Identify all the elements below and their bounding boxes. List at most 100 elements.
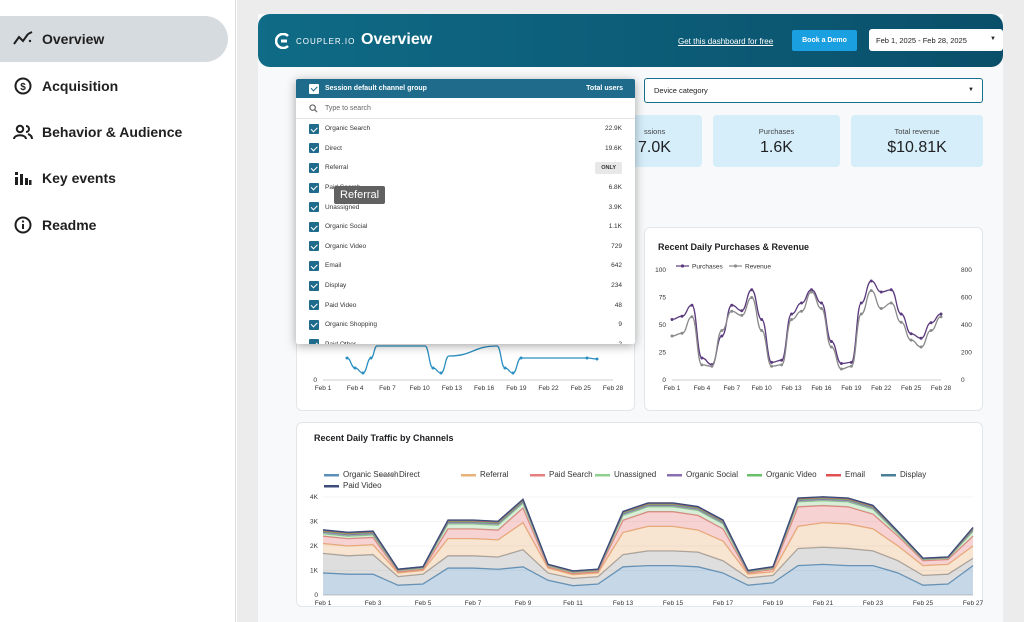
x-tick-label: Feb 25 [901, 385, 922, 392]
option-label: Paid Other [325, 341, 356, 344]
y-tick-label: 4K [310, 494, 319, 501]
option-checkbox[interactable] [309, 260, 319, 271]
data-point [780, 358, 784, 362]
option-checkbox[interactable] [309, 202, 319, 213]
sidebar-item-overview[interactable]: Overview [0, 16, 228, 62]
option-value: 48 [614, 301, 622, 309]
option-checkbox[interactable] [309, 221, 319, 232]
x-tick-label: Feb 7 [379, 385, 396, 392]
total-users-label: Total users [586, 85, 623, 92]
y-tick-label: 1K [310, 568, 319, 575]
date-range-selector[interactable]: Feb 1, 2025 - Feb 28, 2025 ▼ [869, 29, 1003, 51]
option-value: 234 [611, 282, 622, 290]
logo-text: COUPLER.IO [296, 36, 356, 46]
option-checkbox[interactable] [309, 300, 319, 311]
date-range-value: Feb 1, 2025 - Feb 28, 2025 [876, 35, 967, 45]
dropdown-option[interactable]: Organic Social 1.1K [296, 217, 635, 237]
legend-swatch [595, 474, 610, 477]
dropdown-option[interactable]: Email 642 [296, 256, 635, 276]
x-tick-label: Feb 21 [813, 600, 834, 607]
option-value: 19.6K [605, 144, 622, 152]
x-tick-label: Feb 16 [811, 385, 832, 392]
sessions-line [346, 345, 598, 374]
coupler-logo-icon [275, 33, 289, 49]
get-dashboard-link[interactable]: Get this dashboard for free [678, 37, 774, 46]
option-checkbox[interactable] [309, 123, 319, 134]
sidebar-item-acquisition[interactable]: $ Acquisition [0, 63, 228, 109]
data-point [690, 303, 694, 307]
dropdown-header-label: Session default channel group [325, 85, 427, 92]
data-point [511, 371, 515, 375]
option-checkbox[interactable] [309, 339, 319, 344]
option-checkbox[interactable] [309, 162, 319, 173]
x-tick-label: Feb 7 [465, 600, 482, 607]
x-tick-label: Feb 10 [752, 385, 773, 392]
y-tick-label: 50 [659, 322, 667, 329]
y-tick-label: 0 [961, 377, 965, 384]
y-tick-label: 75 [659, 295, 667, 302]
device-category-filter[interactable]: Device category ▼ [644, 78, 983, 103]
data-point [809, 288, 813, 292]
option-checkbox[interactable] [309, 143, 319, 154]
x-tick-label: Feb 27 [963, 600, 984, 607]
kpi-revenue: Total revenue $10.81K [851, 115, 983, 167]
option-value: 9 [618, 321, 622, 329]
kpi-value: $10.81K [887, 139, 947, 156]
option-checkbox[interactable] [309, 182, 319, 193]
dollar-circle-icon: $ [12, 75, 34, 97]
traffic-channels-chart: 0 1K 2K 3K 4K Feb 1 Feb 3 Feb 5 Feb 7 Feb 9 Feb 11… [310, 470, 984, 607]
select-all-checkbox[interactable] [309, 83, 319, 94]
data-point [439, 371, 443, 375]
search-placeholder: Type to search [325, 104, 371, 112]
x-tick-label: Feb 25 [571, 385, 592, 392]
data-point [595, 357, 599, 361]
dropdown-option[interactable]: Direct 19.6K [296, 139, 635, 159]
dropdown-option[interactable]: Referral ONLY [296, 158, 635, 178]
dropdown-option[interactable]: Organic Shopping 9 [296, 315, 635, 335]
dropdown-search[interactable]: Type to search [296, 98, 635, 119]
data-point [730, 303, 734, 307]
data-point [353, 366, 357, 370]
only-button[interactable]: ONLY [595, 161, 622, 174]
data-point [819, 301, 823, 305]
data-point [519, 356, 523, 360]
option-checkbox[interactable] [309, 319, 319, 330]
legend-label: Organic Social [686, 470, 738, 479]
option-checkbox[interactable] [309, 241, 319, 252]
data-point [829, 345, 833, 349]
dropdown-option[interactable]: Organic Search 22.9K [296, 119, 635, 139]
option-label: Organic Search [325, 125, 371, 133]
dropdown-option[interactable]: Display 234 [296, 276, 635, 296]
traffic-channels-card: Recent Daily Traffic by Channels 0 1K 2K 3K… [296, 422, 983, 607]
x-tick-label: Feb 1 [315, 385, 332, 392]
dropdown-option[interactable]: Paid Video 48 [296, 295, 635, 315]
series-line-revenue [671, 289, 942, 370]
data-point [839, 367, 843, 371]
search-icon [309, 103, 318, 113]
x-tick-label: Feb 22 [871, 385, 892, 392]
sidebar-item-behavior[interactable]: Behavior & Audience [0, 109, 228, 155]
x-tick-label: Feb 9 [515, 600, 532, 607]
book-demo-button[interactable]: Book a Demo [792, 30, 857, 51]
data-point [345, 356, 349, 360]
sidebar-item-label: Acquisition [42, 78, 119, 94]
x-tick-label: Feb 25 [913, 600, 934, 607]
data-point [740, 309, 744, 313]
data-point [829, 340, 833, 343]
data-point [770, 360, 774, 364]
dropdown-option[interactable]: Organic Video 729 [296, 237, 635, 257]
x-tick-label: Feb 11 [563, 600, 583, 607]
coupler-logo: COUPLER.IO [275, 33, 355, 49]
dropdown-option[interactable]: Unassigned 3.9K [296, 197, 635, 217]
legend-label: Paid Video [343, 481, 382, 490]
legend-swatch [530, 474, 545, 477]
sidebar-item-readme[interactable]: Readme [0, 202, 228, 248]
legend-label: Organic Search [343, 470, 399, 479]
dropdown-option[interactable]: Paid Other 2 [296, 335, 635, 344]
y-tick-label: 0 [662, 377, 666, 384]
dropdown-header[interactable]: Session default channel group Total user… [296, 79, 635, 98]
option-value: 22.9K [605, 125, 622, 133]
option-checkbox[interactable] [309, 280, 319, 291]
page-title: Overview [361, 31, 433, 48]
sidebar-item-key-events[interactable]: Key events [0, 155, 228, 201]
